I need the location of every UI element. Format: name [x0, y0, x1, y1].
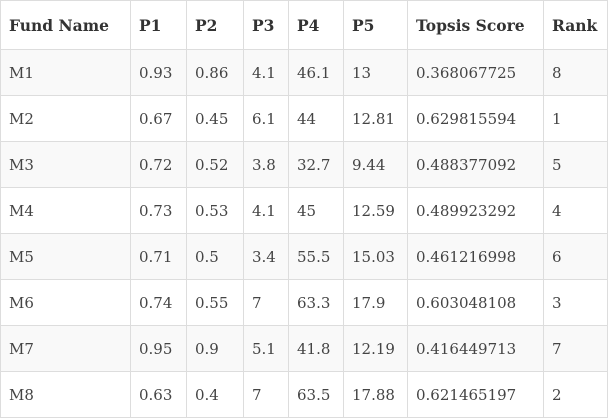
cell-p2: 0.9 [186, 325, 244, 372]
cell-topsis-score: 0.488377092 [407, 141, 544, 188]
cell-p4: 46.1 [288, 49, 344, 96]
cell-p3: 4.1 [243, 49, 289, 96]
table-row: M6 0.74 0.55 7 63.3 17.9 0.603048108 3 [0, 279, 608, 326]
table-body: M1 0.93 0.86 4.1 46.1 13 0.368067725 8 M… [0, 49, 608, 418]
cell-topsis-score: 0.629815594 [407, 95, 544, 142]
header-p1: P1 [130, 0, 187, 50]
cell-p2: 0.52 [186, 141, 244, 188]
cell-p4: 44 [288, 95, 344, 142]
cell-p5: 12.59 [343, 187, 408, 234]
cell-rank: 1 [543, 95, 608, 142]
table-row: M1 0.93 0.86 4.1 46.1 13 0.368067725 8 [0, 49, 608, 96]
cell-p5: 15.03 [343, 233, 408, 280]
cell-p2: 0.53 [186, 187, 244, 234]
table-row: M3 0.72 0.52 3.8 32.7 9.44 0.488377092 5 [0, 141, 608, 188]
cell-p2: 0.5 [186, 233, 244, 280]
header-fund-name: Fund Name [0, 0, 131, 50]
cell-topsis-score: 0.368067725 [407, 49, 544, 96]
cell-p1: 0.72 [130, 141, 187, 188]
header-p2: P2 [186, 0, 244, 50]
cell-p3: 3.4 [243, 233, 289, 280]
cell-fund-name: M4 [0, 187, 131, 234]
cell-p2: 0.45 [186, 95, 244, 142]
cell-fund-name: M8 [0, 371, 131, 418]
cell-p3: 5.1 [243, 325, 289, 372]
cell-p4: 55.5 [288, 233, 344, 280]
cell-p1: 0.63 [130, 371, 187, 418]
cell-fund-name: M7 [0, 325, 131, 372]
cell-fund-name: M6 [0, 279, 131, 326]
cell-p4: 63.3 [288, 279, 344, 326]
cell-p5: 9.44 [343, 141, 408, 188]
cell-p4: 41.8 [288, 325, 344, 372]
cell-topsis-score: 0.489923292 [407, 187, 544, 234]
cell-p5: 13 [343, 49, 408, 96]
cell-p2: 0.86 [186, 49, 244, 96]
cell-rank: 7 [543, 325, 608, 372]
header-p4: P4 [288, 0, 344, 50]
cell-p5: 17.9 [343, 279, 408, 326]
cell-fund-name: M5 [0, 233, 131, 280]
table-row: M8 0.63 0.4 7 63.5 17.88 0.621465197 2 [0, 371, 608, 418]
cell-fund-name: M3 [0, 141, 131, 188]
table-row: M4 0.73 0.53 4.1 45 12.59 0.489923292 4 [0, 187, 608, 234]
cell-p1: 0.73 [130, 187, 187, 234]
cell-p3: 7 [243, 371, 289, 418]
table-row: M7 0.95 0.9 5.1 41.8 12.19 0.416449713 7 [0, 325, 608, 372]
header-p5: P5 [343, 0, 408, 50]
cell-rank: 3 [543, 279, 608, 326]
header-topsis-score: Topsis Score [407, 0, 544, 50]
cell-topsis-score: 0.621465197 [407, 371, 544, 418]
cell-topsis-score: 0.416449713 [407, 325, 544, 372]
cell-p4: 32.7 [288, 141, 344, 188]
cell-p4: 45 [288, 187, 344, 234]
cell-rank: 5 [543, 141, 608, 188]
cell-topsis-score: 0.603048108 [407, 279, 544, 326]
header-rank: Rank [543, 0, 608, 50]
cell-rank: 8 [543, 49, 608, 96]
cell-p1: 0.71 [130, 233, 187, 280]
header-row: Fund Name P1 P2 P3 P4 P5 Topsis Score Ra… [0, 0, 608, 50]
cell-p5: 12.81 [343, 95, 408, 142]
cell-p2: 0.4 [186, 371, 244, 418]
cell-p3: 7 [243, 279, 289, 326]
cell-p2: 0.55 [186, 279, 244, 326]
cell-fund-name: M2 [0, 95, 131, 142]
table-row: M5 0.71 0.5 3.4 55.5 15.03 0.461216998 6 [0, 233, 608, 280]
cell-p5: 17.88 [343, 371, 408, 418]
cell-fund-name: M1 [0, 49, 131, 96]
cell-rank: 6 [543, 233, 608, 280]
cell-p3: 6.1 [243, 95, 289, 142]
cell-rank: 2 [543, 371, 608, 418]
cell-p1: 0.74 [130, 279, 187, 326]
cell-p3: 3.8 [243, 141, 289, 188]
cell-topsis-score: 0.461216998 [407, 233, 544, 280]
table-row: M2 0.67 0.45 6.1 44 12.81 0.629815594 1 [0, 95, 608, 142]
header-p3: P3 [243, 0, 289, 50]
cell-p1: 0.95 [130, 325, 187, 372]
cell-p4: 63.5 [288, 371, 344, 418]
cell-p1: 0.93 [130, 49, 187, 96]
cell-p3: 4.1 [243, 187, 289, 234]
cell-rank: 4 [543, 187, 608, 234]
cell-p5: 12.19 [343, 325, 408, 372]
cell-p1: 0.67 [130, 95, 187, 142]
table-header: Fund Name P1 P2 P3 P4 P5 Topsis Score Ra… [0, 0, 608, 50]
